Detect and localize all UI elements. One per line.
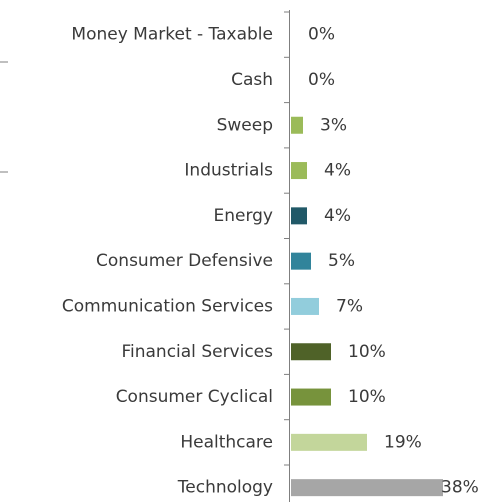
category-label: Consumer Defensive	[96, 251, 273, 271]
value-label: 4%	[324, 161, 351, 181]
value-label: 19%	[384, 432, 422, 452]
value-label: 4%	[324, 206, 351, 226]
value-label: 7%	[336, 296, 363, 316]
value-label: 38%	[441, 478, 479, 498]
category-label: Cash	[231, 70, 273, 90]
value-label: 10%	[348, 387, 386, 407]
category-label: Consumer Cyclical	[116, 387, 273, 407]
bar	[291, 252, 311, 270]
category-label: Money Market - Taxable	[71, 25, 273, 45]
category-label: Industrials	[184, 161, 273, 181]
value-label: 0%	[308, 70, 335, 90]
bar	[291, 343, 331, 361]
bar	[291, 162, 307, 180]
bar	[291, 207, 307, 225]
category-label: Communication Services	[62, 296, 273, 316]
bar	[291, 116, 303, 134]
category-label: Healthcare	[180, 432, 273, 452]
value-label: 0%	[308, 25, 335, 45]
category-label: Energy	[213, 206, 273, 226]
bar	[291, 297, 319, 315]
bar	[291, 479, 443, 497]
value-label: 5%	[328, 251, 355, 271]
value-label: 10%	[348, 342, 386, 362]
category-label: Sweep	[217, 115, 273, 135]
bar	[291, 433, 367, 451]
category-label: Financial Services	[121, 342, 273, 362]
category-label: Technology	[177, 478, 273, 498]
bar	[291, 388, 331, 406]
value-label: 3%	[320, 115, 347, 135]
